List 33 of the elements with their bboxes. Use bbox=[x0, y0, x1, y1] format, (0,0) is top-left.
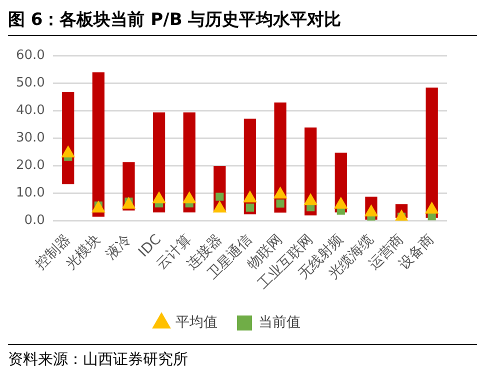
bar bbox=[183, 112, 196, 212]
point bbox=[182, 192, 196, 204]
point bbox=[276, 200, 284, 208]
point bbox=[334, 197, 348, 209]
y-tick-label: 40.0 bbox=[16, 103, 45, 118]
point bbox=[213, 201, 226, 213]
point bbox=[152, 192, 166, 204]
point bbox=[274, 187, 287, 199]
y-tick-label: 60.0 bbox=[16, 48, 45, 64]
bar bbox=[152, 112, 166, 212]
point bbox=[243, 190, 257, 202]
legend-label: 平均值 bbox=[176, 314, 218, 331]
bar bbox=[426, 88, 438, 218]
chart-title: 图 6：各板块当前 P/B 与历史平均水平对比 bbox=[8, 8, 477, 36]
point bbox=[304, 194, 318, 206]
point bbox=[246, 204, 254, 212]
point bbox=[425, 202, 438, 214]
y-tick-label: 30.0 bbox=[16, 130, 45, 146]
bar bbox=[62, 92, 74, 184]
point bbox=[122, 197, 136, 209]
x-tick-label: 液冷 bbox=[103, 232, 134, 263]
point bbox=[92, 201, 105, 213]
y-tick-label: 10.0 bbox=[16, 186, 45, 201]
legend-label: 当前值 bbox=[258, 314, 300, 331]
y-tick-label: 0.0 bbox=[24, 213, 45, 228]
bar bbox=[92, 72, 104, 217]
point bbox=[394, 210, 408, 221]
point bbox=[216, 192, 224, 201]
text: 资料来源：山西证券研究所 bbox=[8, 344, 477, 369]
point bbox=[62, 146, 75, 158]
y-tick-label: 20.0 bbox=[16, 158, 45, 174]
point bbox=[364, 204, 378, 216]
y-tick-label: 50.0 bbox=[16, 76, 45, 91]
